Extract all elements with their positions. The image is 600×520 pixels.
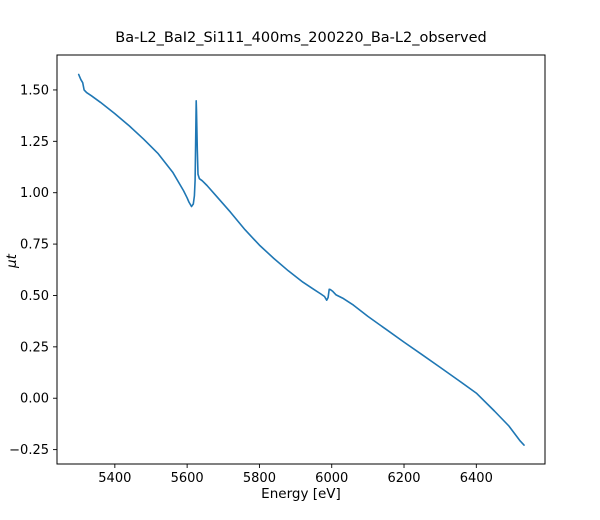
y-axis-label: μt (4, 254, 20, 268)
x-tick-label: 6400 (460, 471, 493, 486)
observed-spectrum-line (77, 73, 525, 446)
y-tick-label: 0.25 (20, 340, 49, 355)
y-tick-label: 1.25 (20, 135, 49, 150)
x-tick-label: 5800 (243, 471, 276, 486)
y-tick-label: −0.25 (9, 443, 49, 458)
plot-area (56, 54, 546, 465)
x-tick-label: 5400 (98, 471, 131, 486)
x-tick-label: 6000 (315, 471, 348, 486)
y-tick-label: 0.50 (20, 289, 49, 304)
x-axis-label: Energy [eV] (261, 486, 341, 502)
y-tick-label: 1.50 (20, 83, 49, 98)
chart-title: Ba-L2_BaI2_Si111_400ms_200220_Ba-L2_obse… (115, 30, 487, 46)
y-tick-label: 0.75 (20, 238, 49, 253)
x-tick-label: 5600 (171, 471, 204, 486)
y-tick-label: 1.00 (20, 186, 49, 201)
y-tick-label: 0.00 (20, 392, 49, 407)
x-tick-label: 6200 (387, 471, 420, 486)
